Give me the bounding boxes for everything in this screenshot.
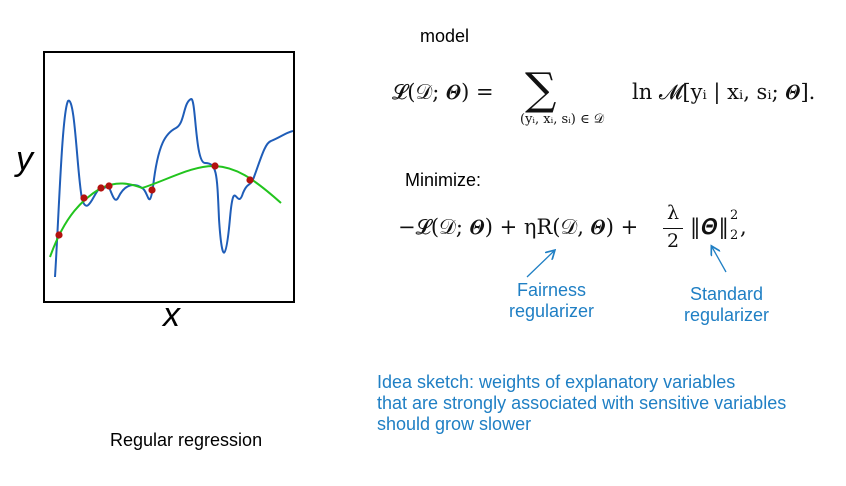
standard-regularizer-label: Standard regularizer [684,284,769,326]
minimize-label: Minimize: [405,170,482,190]
norm-subscript: 2 [730,228,739,243]
data-point [97,184,105,192]
data-point [246,176,254,184]
data-point [105,182,113,190]
norm-term: ‖𝜣‖ [690,215,729,239]
model-label: model [420,26,470,46]
regular-curve [49,164,282,258]
idea-note-line: that are strongly associated with sensit… [377,393,787,413]
data-point [148,186,156,194]
plot-caption: Regular regression [110,430,263,450]
fraction-bar [663,228,683,229]
regression-plot [43,51,295,303]
data-point [55,231,63,239]
data-points [55,162,254,239]
standard-label-line: Standard [689,284,764,304]
fairness-label-line: Fairness [517,280,587,300]
fraction-numerator: λ [666,202,680,224]
data-point [211,162,219,170]
regression-plot-svg [49,97,293,278]
fairness-label-line: regularizer [509,301,595,321]
fraction-denominator: 2 [666,230,680,252]
y-axis-label: y [16,140,33,178]
objective-terms: −𝓛(𝒟; 𝜣) + ηR(𝒟, 𝜣) + [398,215,639,239]
standard-label-line: regularizer [684,305,770,325]
sum-subscript: (yᵢ, xᵢ, sᵢ) ∈ 𝒟 [520,112,605,127]
idea-sketch-note: Idea sketch: weights of explanatory vari… [377,372,786,435]
standard-arrow [712,247,727,273]
fairness-arrow [526,251,554,278]
data-point [80,194,88,202]
sum-symbol: ∑ [525,64,557,115]
idea-note-line: should grow slower [377,414,532,434]
likelihood-rhs: ln 𝓜[yᵢ | xᵢ, sᵢ; 𝜣]. [632,80,816,104]
x-axis-label: x [163,296,180,334]
formula-comma: , [740,215,747,239]
likelihood-lhs: 𝓛(𝒟; 𝜣) = [392,80,494,104]
norm-exponent: 2 [730,208,739,223]
fairness-regularizer-label: Fairness regularizer [509,280,594,322]
idea-note-line: Idea sketch: weights of explanatory vari… [377,372,736,392]
